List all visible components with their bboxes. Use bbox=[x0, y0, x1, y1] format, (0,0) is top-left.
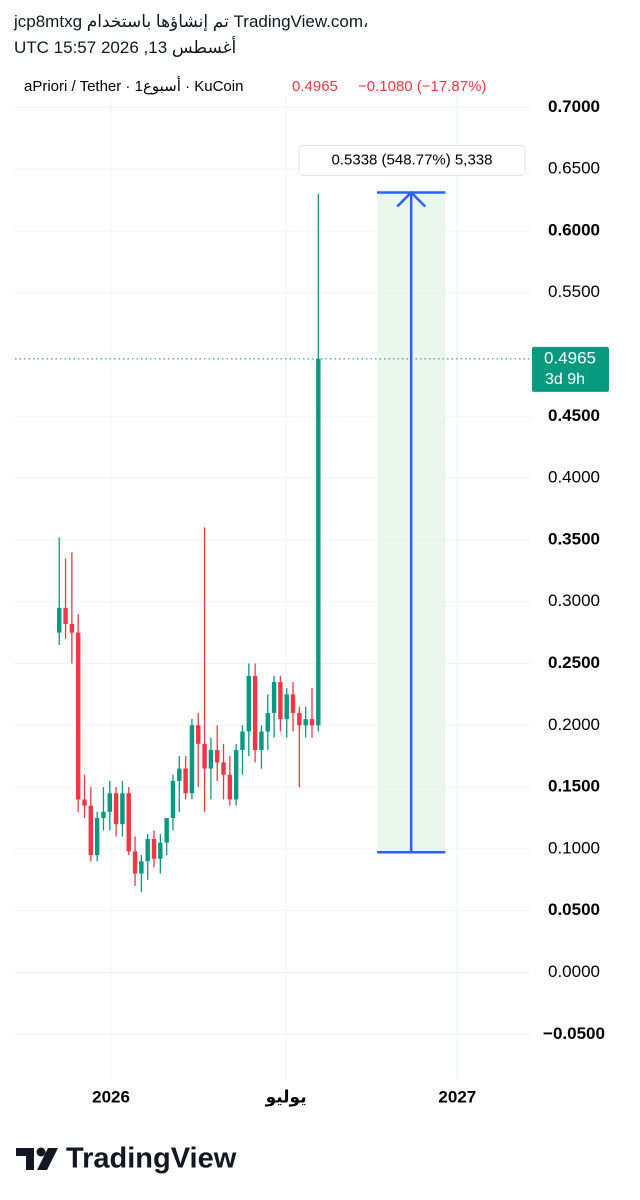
y-tick-label: 0.5500 bbox=[548, 282, 600, 301]
last-price-box bbox=[532, 346, 609, 392]
y-tick-label: 0.3500 bbox=[548, 529, 600, 548]
y-tick-label: 0.6000 bbox=[548, 220, 600, 239]
y-tick-label: 0.2500 bbox=[548, 653, 600, 672]
candle-body bbox=[126, 793, 131, 852]
candle-body bbox=[82, 799, 87, 806]
candle-body bbox=[177, 768, 182, 781]
candle-body bbox=[265, 712, 270, 732]
candle-body bbox=[240, 731, 245, 751]
last-price-label: 0.4965 bbox=[544, 348, 596, 367]
chart: aPriori / Tether · 1أسبوع · KuCoin 0.496… bbox=[15, 76, 609, 1107]
measure-label-box bbox=[298, 145, 526, 177]
candle-body bbox=[57, 607, 62, 633]
candle-body bbox=[189, 725, 195, 794]
candle-body bbox=[69, 623, 75, 633]
measure-label: 0.5338 (548.77%) 5,338 bbox=[332, 151, 493, 168]
candle-body bbox=[107, 793, 112, 812]
x-tick-label: يوليو bbox=[265, 1087, 307, 1107]
arrow-head bbox=[396, 190, 427, 208]
x-tick-label: 2027 bbox=[438, 1087, 476, 1106]
candle-body bbox=[158, 842, 163, 859]
y-tick-label: 0.4500 bbox=[548, 406, 600, 425]
candle-body bbox=[151, 839, 157, 859]
candle-body bbox=[170, 780, 176, 818]
candle-body bbox=[303, 719, 308, 726]
candle-body bbox=[214, 750, 220, 763]
candle-body bbox=[278, 682, 283, 720]
y-tick-label: 0.7000 bbox=[548, 97, 600, 116]
y-tick-label: 0.4000 bbox=[548, 468, 600, 487]
candle-body bbox=[94, 817, 100, 856]
candle-body bbox=[139, 861, 144, 874]
candle-body bbox=[63, 607, 68, 624]
countdown: 3d 9h bbox=[545, 371, 585, 388]
y-tick-label: 0.1500 bbox=[548, 777, 600, 796]
x-tick-label: 2026 bbox=[92, 1087, 130, 1106]
candle-body bbox=[252, 675, 258, 751]
candle-body bbox=[309, 719, 315, 726]
candle-body bbox=[101, 811, 106, 818]
candle-body bbox=[75, 632, 81, 800]
y-tick-label: −0.0500 bbox=[543, 1024, 605, 1043]
candle-body bbox=[145, 839, 150, 862]
candle-body bbox=[196, 725, 201, 744]
candle-body bbox=[221, 762, 226, 775]
candle-body bbox=[233, 750, 239, 800]
symbol: aPriori / Tether · 1أسبوع · KuCoin bbox=[24, 76, 243, 95]
candle-body bbox=[316, 358, 321, 726]
y-tick-label: 0.3000 bbox=[548, 591, 600, 610]
candle-body bbox=[113, 793, 119, 825]
candle-body bbox=[208, 750, 214, 769]
candle-body bbox=[259, 731, 264, 751]
y-tick-label: 0.0500 bbox=[548, 900, 600, 919]
candle-body bbox=[297, 712, 302, 726]
candle-body bbox=[227, 774, 233, 800]
change: −0.1080 (−17.87%) bbox=[358, 78, 486, 95]
y-tick-label: 0.1000 bbox=[548, 838, 600, 857]
candle-body bbox=[271, 682, 277, 713]
candle-body bbox=[120, 793, 125, 825]
header-line: UTC أغسطس 13, 2026 15:57 bbox=[14, 38, 237, 57]
y-tick-label: 0.6500 bbox=[548, 159, 600, 178]
candle-body bbox=[246, 675, 252, 732]
candle-body bbox=[88, 805, 94, 856]
logo: TradingView bbox=[16, 1143, 237, 1175]
candle-body bbox=[132, 851, 138, 874]
candle-body bbox=[183, 768, 188, 794]
header-line: jcp8mtxg تم إنشاؤها باستخدام TradingView… bbox=[14, 12, 369, 31]
brand: TradingView bbox=[66, 1143, 237, 1175]
price: 0.4965 bbox=[292, 78, 338, 95]
candle-body bbox=[284, 694, 289, 720]
candle-body bbox=[164, 817, 169, 843]
candle-body bbox=[202, 743, 207, 769]
y-tick-label: 0.2000 bbox=[548, 715, 600, 734]
candle-body bbox=[290, 694, 296, 713]
y-tick-label: 0.0000 bbox=[548, 962, 600, 981]
